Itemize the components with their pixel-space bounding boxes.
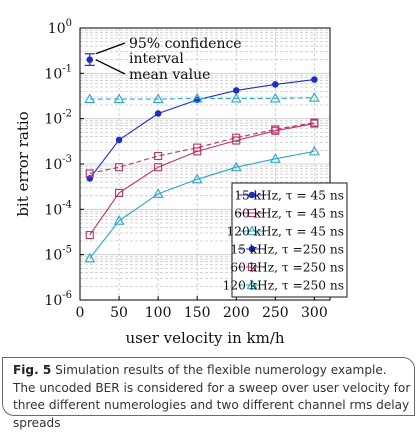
- series-line: [89, 97, 315, 100]
- y-tick-label: 10-2: [44, 109, 72, 128]
- data-point: [311, 76, 318, 83]
- caption-body: Simulation results of the flexible numer…: [13, 363, 411, 430]
- annotation-mean: mean value: [129, 67, 210, 83]
- data-point: [84, 93, 96, 104]
- data-point: [85, 169, 94, 178]
- data-point: [232, 87, 240, 94]
- data-point: [230, 92, 242, 103]
- series-5: [85, 118, 319, 178]
- data-point: [86, 56, 94, 63]
- data-point: [230, 161, 242, 172]
- legend-marker: [248, 245, 256, 253]
- data-point: [271, 125, 280, 134]
- figure: 0 50 100 150 200 250 300 10-6 10-5 10-4 10-3 10-2 10…: [2, 18, 415, 430]
- data-point: [115, 136, 123, 144]
- series-lines: [84, 53, 320, 263]
- y-tick-label: 10-5: [44, 245, 72, 264]
- data-point: [113, 215, 125, 225]
- legend-entry: 120 kHz, τ =250 ns: [223, 279, 344, 293]
- x-tick-label: 200: [223, 305, 250, 321]
- x-tick-label: 50: [110, 305, 128, 321]
- data-point: [154, 110, 162, 117]
- series-4: [84, 53, 95, 66]
- x-tick-label: 300: [301, 305, 328, 321]
- y-tick-label: 10-1: [44, 63, 72, 82]
- y-tick-label: 10-6: [44, 290, 72, 309]
- data-point: [269, 153, 281, 163]
- ber-chart: 0 50 100 150 200 250 300 10-6 10-5 10-4 10-3 10-2 10…: [14, 18, 348, 347]
- legend-marker: [246, 279, 258, 290]
- data-point: [152, 93, 164, 104]
- data-point: [115, 163, 124, 172]
- legend-entry: 60 kHz, τ = 45 ns: [234, 207, 344, 221]
- legend-marker: [248, 191, 256, 199]
- data-point: [115, 188, 124, 197]
- data-point: [84, 252, 96, 263]
- legend-box: [231, 182, 348, 298]
- figure-caption-box: Fig. 5 Simulation results of the flexibl…: [2, 357, 415, 430]
- annotation-arrow: [95, 42, 126, 55]
- data-point: [308, 145, 320, 156]
- data-point: [310, 118, 319, 127]
- x-tick-label: 150: [184, 305, 211, 321]
- legend-entry: 60 kHz, τ =250 ns: [230, 261, 344, 275]
- series-line: [89, 150, 315, 259]
- series-6: [84, 92, 320, 104]
- legend-label: 60 kHz, τ = 45 ns: [234, 207, 344, 221]
- y-tick-label: 10-3: [44, 154, 72, 173]
- data-point: [232, 133, 241, 142]
- axis-ticks: 0 50 100 150 200 250 300 10-6 10-5 10-4 10-3 10-2 10…: [44, 18, 327, 321]
- legend-entry: 15 kHz, τ =250 ns: [230, 243, 344, 257]
- data-point: [308, 92, 320, 102]
- legend-label: 60 kHz, τ =250 ns: [230, 261, 344, 275]
- data-point: [191, 173, 203, 184]
- data-point: [193, 143, 202, 152]
- legend-entry: 120 kHz, τ = 45 ns: [226, 225, 344, 239]
- legend-marker: [247, 262, 257, 272]
- data-point: [272, 81, 279, 88]
- data-point: [154, 151, 163, 161]
- y-tick-label: 100: [48, 18, 72, 37]
- data-point: [191, 92, 203, 103]
- series-3: [84, 145, 320, 263]
- x-tick-label: 250: [262, 305, 289, 321]
- data-point: [85, 231, 94, 240]
- annotation-arrow: [95, 59, 126, 75]
- legend-label: 120 kHz, τ =250 ns: [223, 279, 344, 293]
- legend-label: 120 kHz, τ = 45 ns: [226, 225, 344, 239]
- legend-entry: 15 kHz, τ = 45 ns: [234, 189, 344, 203]
- legend: 15 kHz, τ = 45 ns 60 kHz, τ = 45 ns 120 kH…: [223, 182, 348, 298]
- data-point: [113, 93, 125, 104]
- legend-marker: [246, 225, 258, 236]
- x-axis-label: user velocity in km/h: [125, 329, 284, 347]
- legend-marker: [247, 208, 257, 218]
- legend-label: 15 kHz, τ = 45 ns: [234, 189, 344, 203]
- figure-label: Fig. 5: [13, 363, 52, 377]
- data-point: [152, 188, 164, 198]
- x-tick-label: 0: [76, 305, 85, 321]
- data-point: [154, 163, 163, 172]
- y-tick-label: 10-4: [44, 199, 72, 218]
- y-axis-label: bit error ratio: [14, 111, 32, 216]
- data-point: [269, 92, 281, 103]
- x-tick-label: 100: [145, 305, 172, 321]
- annotation-confidence: 95% confidence interval: [129, 36, 242, 67]
- figure-caption: Fig. 5 Simulation results of the flexibl…: [13, 362, 411, 432]
- legend-label: 15 kHz, τ =250 ns: [230, 243, 344, 257]
